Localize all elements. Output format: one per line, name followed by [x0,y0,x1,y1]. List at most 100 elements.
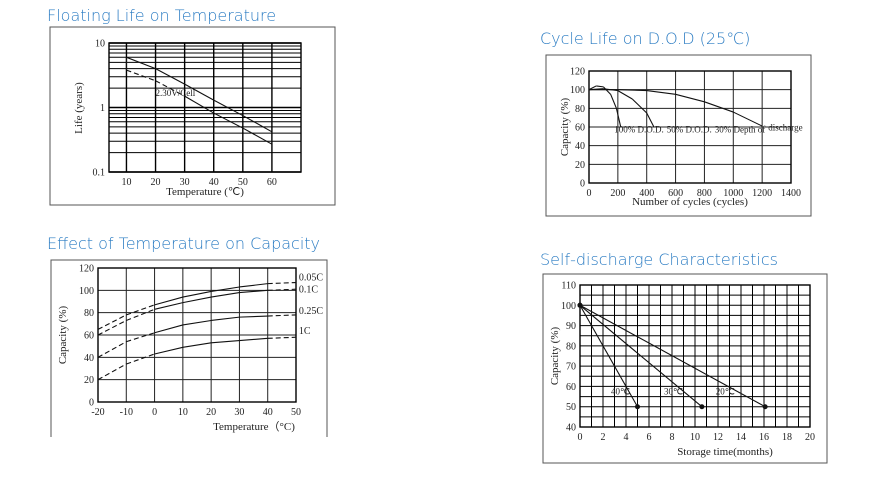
y-tick-label: 40 [84,353,94,364]
y-tick-label: 50 [566,402,576,413]
x-axis-label: Temperature（°C) [213,420,295,433]
series-segment [211,292,240,298]
series-segment [242,127,273,145]
x-axis-label: Temperature (℃) [166,186,244,198]
series-segment [617,90,633,100]
series-segment [155,80,185,97]
series-0-1c [97,288,297,336]
x-tick-label: 800 [697,188,712,199]
series-30-depth-of-discharge [589,89,763,127]
series-segment [733,111,763,127]
y-tick-label: 20 [84,375,94,386]
annotation-label: 50% D.O.D. [667,125,712,135]
series-segment [603,86,612,95]
annotation-label: 30% Depth of [715,125,766,135]
chart-frame [545,54,812,217]
chart-frame [50,259,328,437]
x-tick-label: 16 [759,432,769,443]
series-segment [126,308,155,321]
x-tick-label: 8 [670,432,675,443]
y-tick-label: 60 [575,123,585,134]
annotation-label: 0.1C [299,284,319,295]
y-tick-label: 1 [100,103,105,114]
series-band-1 [126,69,273,145]
x-tick-label: 0 [578,432,583,443]
annotation-label: 2.30V/Cell [156,88,196,98]
y-tick-label: 90 [566,321,576,332]
grid [579,284,811,428]
x-tick-label: 20 [805,432,815,443]
series-segment [184,83,214,101]
x-tick-label: 14 [736,432,746,443]
y-tick-label: 0 [580,179,585,190]
y-tick-label: 100 [570,85,585,96]
series-segment [239,289,268,294]
x-tick-label: 40 [263,407,273,418]
series-segment [646,90,676,95]
y-axis-label: Capacity (%) [57,305,69,364]
series-segment [154,346,183,355]
series-segment [267,314,297,317]
series-band-0 [126,56,273,133]
x-axis-label: Number of cycles (cycles) [632,196,748,208]
y-tick-label: 60 [84,331,94,342]
series-segment [579,304,703,408]
x-axis-label: Storage time(months) [677,446,773,458]
y-tick-label: 100 [79,286,94,297]
x-tick-label: 20 [151,177,161,188]
x-tick-label: 60 [267,177,277,188]
series-segment [267,281,297,285]
chart-floating: 10 20 30 40 50 60 0.1 1 10 Temperature (℃) Life (y… [49,26,336,206]
series-segment [631,98,648,114]
y-tick-label: 100 [561,301,576,312]
series-0-25c [97,314,297,358]
chart-frame [542,273,828,464]
series-segment [97,363,127,381]
series-segment [579,304,766,408]
y-tick-label: 0.1 [93,168,106,179]
y-tick-label: 20 [575,160,585,171]
series-segment [97,341,127,358]
x-tick-label: 10 [121,177,131,188]
annotation-label: discharge [768,123,802,133]
data-point [577,302,583,308]
series-segment [182,319,212,326]
series-segment [267,288,297,291]
x-tick-label: 10 [178,407,188,418]
series-segment [154,324,184,334]
x-tick-label: 2 [601,432,606,443]
y-tick-label: 40 [575,141,585,152]
x-tick-label: 0 [587,188,592,199]
series-segment [97,314,127,330]
x-tick-label: 200 [610,188,625,199]
series-segment [182,296,212,304]
series-segment [97,319,127,336]
grid [109,42,301,173]
series-segment [239,283,268,288]
series-100-d-o-d- [588,85,622,128]
annotation-label: 0.05C [299,272,324,283]
plot-area [579,284,811,428]
series-segment [184,95,215,114]
series-1c [97,336,297,381]
grid [97,267,297,403]
x-tick-label: 30 [234,407,244,418]
series-segment [617,89,647,92]
series-segment [126,353,155,365]
data-point [635,404,640,410]
annotation-label: 40℃ [611,387,630,397]
series-segment [242,115,273,133]
x-tick-label: 600 [668,188,683,199]
y-tick-label: 40 [566,423,576,434]
x-tick-label: 1200 [752,188,772,199]
y-tick-label: 80 [84,308,94,319]
chart-title-cycle: Cycle Life on D.O.D (25℃) [540,29,750,48]
series-segment [646,112,655,128]
x-tick-label: 18 [782,432,792,443]
series-segment [126,304,155,316]
series-segment [211,316,240,322]
x-tick-label: 50 [291,407,301,418]
x-tick-label: -20 [91,407,104,418]
series-segment [126,56,156,70]
